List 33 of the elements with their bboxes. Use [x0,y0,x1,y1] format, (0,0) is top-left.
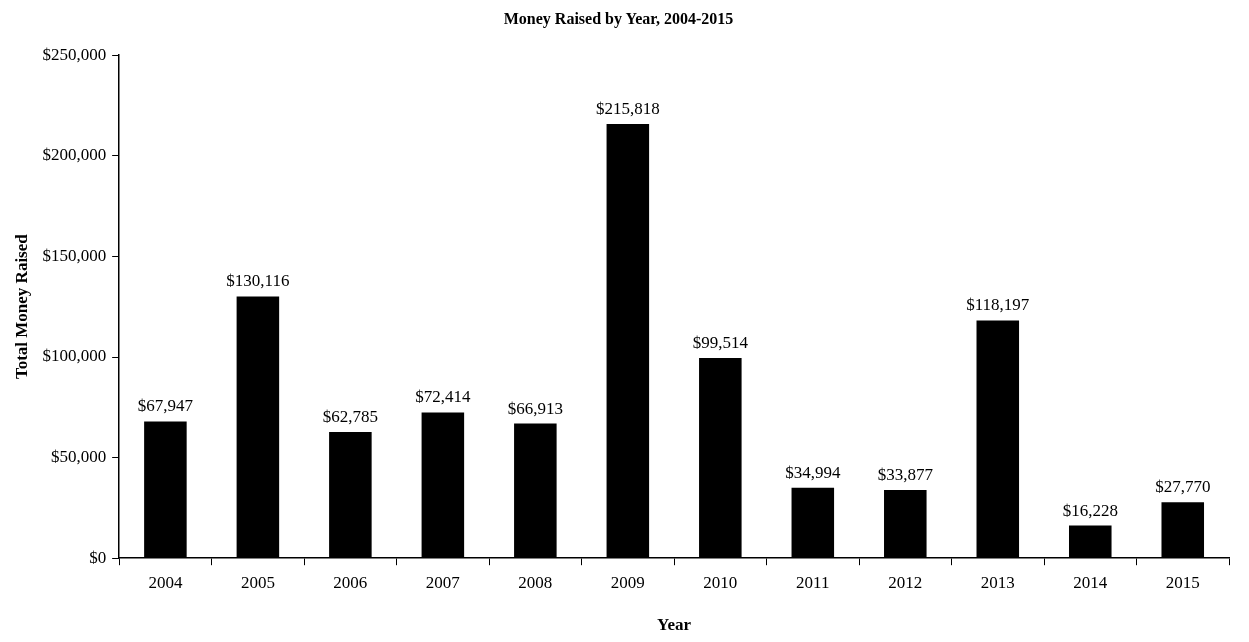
data-label: $130,116 [226,271,290,291]
data-label: $27,770 [1155,477,1211,497]
x-tick-label: 2010 [703,572,738,592]
y-tick-label: $100,000 [42,346,107,366]
x-tick-label: 2015 [1165,572,1200,592]
y-tick-label: $150,000 [42,245,107,265]
data-label: $99,514 [692,332,749,352]
x-tick-label: 2005 [240,572,275,592]
x-tick-label: 2013 [980,572,1015,592]
x-tick-label: 2011 [796,572,830,592]
x-tick-label: 2007 [425,572,461,592]
x-tick-label: 2012 [888,572,923,592]
data-label: $33,877 [877,465,934,485]
x-axis-title: Year [657,615,692,635]
y-tick-label: $250,000 [42,44,107,64]
y-tick-label: $50,000 [50,447,107,467]
data-label: $66,913 [507,398,563,418]
data-label: $16,228 [1062,500,1118,520]
data-label: $34,994 [785,462,841,482]
x-tick-label: 2006 [333,572,368,592]
y-axis-title: Total Money Raised [11,233,31,380]
data-label: $62,785 [322,406,378,426]
x-tick-label: 2014 [1073,572,1108,592]
y-tick-label: $200,000 [42,145,107,165]
x-tick-label: 2004 [148,572,183,592]
x-tick-label: 2009 [610,572,645,592]
data-label: $67,947 [137,396,194,416]
data-label: $215,818 [595,98,660,118]
x-tick-label: 2008 [518,572,553,592]
y-tick-label: $0 [89,547,107,567]
chart-title: Money Raised by Year, 2004-2015 [503,9,734,28]
data-label: $72,414 [415,387,471,407]
data-label: $118,197 [966,295,1030,315]
